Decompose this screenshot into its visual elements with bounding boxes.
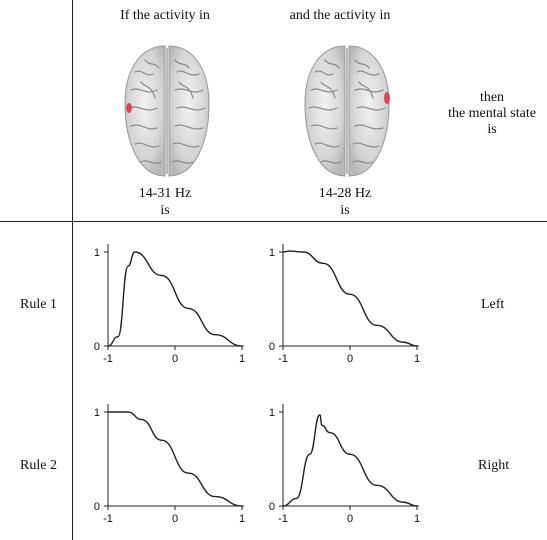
y-tick-label: 0 — [269, 501, 275, 513]
x-tick-label: 0 — [347, 353, 353, 365]
band-col1: 14-31 Hz is — [95, 185, 235, 219]
membership-curve — [108, 411, 243, 507]
brain-top-view-icon — [304, 45, 390, 177]
vertical-divider — [72, 0, 73, 540]
band-col2-is: is — [340, 203, 350, 218]
y-tick-label: 1 — [269, 407, 275, 419]
x-tick-label: -1 — [103, 513, 113, 525]
membership-plot-r1-c2: -1 0 101 — [269, 244, 420, 365]
header-col1: If the activity in — [120, 8, 210, 23]
rule1-output: Left — [481, 297, 505, 312]
membership-plot-r2-c2: -1 0 101 — [269, 404, 420, 525]
header-col2: and the activity in — [289, 8, 391, 23]
y-tick-label: 0 — [94, 341, 100, 353]
band-col1-is: is — [160, 203, 170, 218]
x-tick-label: -1 — [278, 353, 288, 365]
horizontal-divider — [0, 221, 547, 222]
x-tick-label: 1 — [239, 353, 245, 365]
y-tick-label: 1 — [94, 247, 100, 259]
x-tick-label: 1 — [239, 513, 245, 525]
membership-plot-r2-c1: -1 0 101 — [94, 404, 245, 525]
membership-curve — [282, 414, 418, 507]
rule1-label: Rule 1 — [20, 297, 57, 312]
x-tick-label: -1 — [103, 353, 113, 365]
band-col2: 14-28 Hz is — [275, 185, 415, 219]
rule2-output: Right — [478, 458, 510, 473]
header-col3: then the mental state is — [437, 90, 547, 138]
membership-plot-r1-c1: -1 0 101 — [94, 244, 245, 365]
activation-spot — [384, 92, 390, 104]
x-tick-label: 0 — [172, 353, 178, 365]
header-col3-line2: the mental state — [448, 106, 536, 121]
x-tick-label: 1 — [414, 513, 420, 525]
x-tick-label: 1 — [414, 353, 420, 365]
activation-spot — [126, 103, 132, 113]
y-tick-label: 0 — [94, 501, 100, 513]
y-tick-label: 1 — [269, 247, 275, 259]
y-tick-label: 1 — [94, 407, 100, 419]
membership-curve — [282, 250, 418, 347]
band-col2-freq: 14-28 Hz — [318, 186, 372, 201]
x-tick-label: 0 — [347, 513, 353, 525]
membership-curve — [107, 251, 243, 347]
x-tick-label: 0 — [172, 513, 178, 525]
rule2-label: Rule 2 — [20, 458, 57, 473]
header-col3-line3: is — [487, 122, 497, 137]
header-col3-line1: then — [479, 90, 505, 105]
x-tick-label: -1 — [278, 513, 288, 525]
brain-top-view-icon — [124, 45, 210, 177]
band-col1-freq: 14-31 Hz — [138, 186, 192, 201]
y-tick-label: 0 — [269, 341, 275, 353]
